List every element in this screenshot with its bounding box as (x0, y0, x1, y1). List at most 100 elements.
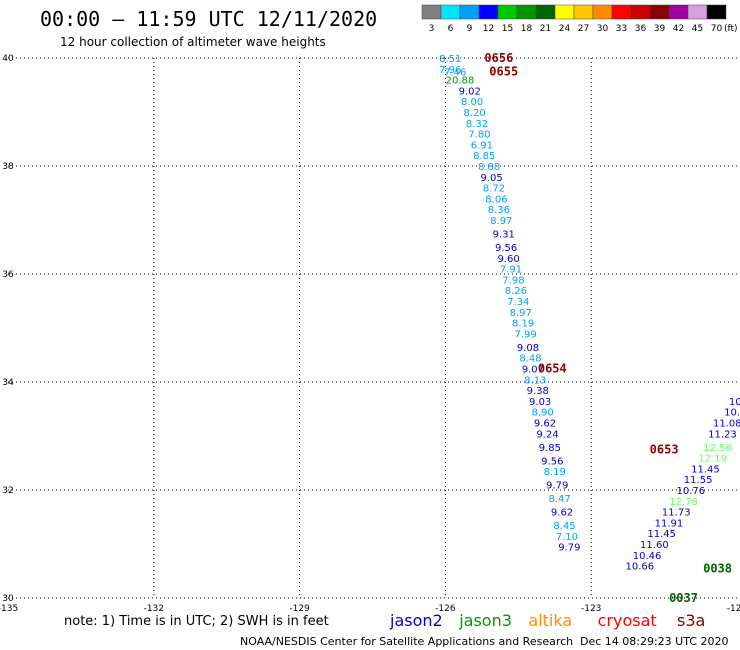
legend-tick-label: 39 (654, 24, 666, 34)
wave-height-label: 9.56 (541, 456, 563, 467)
wave-height-label: 11.55 (684, 475, 713, 486)
legend-unit: (ft) (724, 24, 738, 34)
wave-height-label: 7.46 (444, 68, 466, 79)
wave-height-label: 8.06 (485, 194, 507, 205)
wave-height-label: 10. (729, 397, 740, 408)
wave-height-label: 9.62 (534, 419, 556, 430)
wave-height-label: 9.56 (495, 243, 517, 254)
legend-tick-label: 27 (578, 24, 589, 34)
wave-height-label: 8.90 (531, 408, 553, 419)
legend-swatch (554, 4, 575, 20)
wave-height-label: 9.79 (558, 543, 580, 554)
wave-height-label: 8.13 (524, 375, 546, 386)
wave-height-label: 7.80 (468, 130, 490, 141)
time-label: 0655 (489, 65, 518, 79)
wave-height-label: 8.97 (490, 216, 512, 227)
legend-swatch (478, 4, 499, 20)
legend-tick-label: 45 (692, 24, 703, 34)
legend-tick-label: 9 (467, 24, 473, 34)
wave-height-label: 9.24 (536, 429, 558, 440)
satellite-legend: jason2 jason3 altika cryosat s3a (389, 611, 705, 630)
wave-height-label: 9.60 (497, 254, 519, 265)
legend-tick-label: 33 (616, 24, 627, 34)
data-points: 8.517.967.4620.889.028.008.208.327.806.9… (439, 54, 740, 573)
time-label: 0037 (669, 591, 698, 605)
wave-height-label: 12.78 (669, 497, 698, 508)
wave-height-label: 8.00 (461, 97, 483, 108)
time-label: 0656 (484, 51, 513, 65)
time-label: 0653 (650, 443, 679, 457)
legend-tick-label: 42 (673, 24, 684, 34)
wave-height-label: 9.02 (459, 86, 481, 97)
legend-tick-label: 24 (559, 24, 571, 34)
footer-timestamp: Dec 14 08:29:23 UTC 2020 (580, 635, 728, 648)
axis-ticks: -135 -132 -129 -126 -123 -120 40 38 36 34 32 30 (0, 54, 740, 614)
legend-tick-label: 15 (502, 24, 513, 34)
color-legend: 3 6 9 12 15 18 21 24 27 30 33 36 39 42 45 70 (ft) (421, 4, 738, 34)
legend-tick-label: 6 (448, 24, 454, 34)
y-tick-label: 38 (2, 162, 14, 172)
wave-height-label: 8.88 (478, 162, 500, 173)
legend-swatch (440, 4, 461, 20)
wave-height-label: 7.98 (502, 275, 524, 286)
wave-height-label: 11.45 (691, 464, 720, 475)
footer-credit: NOAA/NESDIS Center for Satellite Applica… (240, 635, 573, 648)
legend-swatch (649, 4, 670, 20)
wave-height-label: 11.60 (640, 540, 669, 551)
legend-swatch (687, 4, 708, 20)
x-tick-label: -126 (435, 604, 456, 614)
wave-height-label: 9.07 (522, 365, 544, 376)
wave-height-label: 8.48 (519, 354, 541, 365)
wave-height-label: 11.08 (713, 419, 740, 430)
wave-height-label: 9.31 (493, 230, 515, 241)
x-tick-label: -123 (581, 604, 601, 614)
wave-height-label: 7.96 (439, 65, 461, 76)
satellite-label: cryosat (598, 611, 657, 630)
legend-swatch (421, 4, 442, 20)
wave-height-label: 9.62 (551, 508, 573, 519)
legend-tick-label: 30 (597, 24, 609, 34)
wave-height-label: 6.91 (471, 140, 493, 151)
wave-height-label: 7.34 (507, 297, 529, 308)
satellite-label: s3a (677, 611, 705, 630)
wave-height-label: 9.08 (517, 343, 539, 354)
wave-height-label: 9.03 (529, 397, 551, 408)
wave-height-label: 11.23 (708, 429, 737, 440)
wave-height-label: 9.79 (546, 481, 568, 492)
legend-tick-label: 70 (711, 24, 723, 34)
legend-swatch (573, 4, 594, 20)
legend-swatch (497, 4, 518, 20)
time-label: 0654 (538, 362, 567, 376)
wave-height-label: 8.19 (512, 319, 534, 330)
y-tick-label: 32 (2, 486, 13, 496)
wave-height-label: 7.99 (514, 329, 536, 340)
wave-height-label: 8.19 (544, 467, 566, 478)
footer-note: note: 1) Time is in UTC; 2) SWH is in fe… (64, 614, 329, 629)
y-tick-label: 30 (2, 594, 14, 604)
wave-height-label: 8.20 (463, 108, 485, 119)
legend-swatch (459, 4, 480, 20)
chart-title: 00:00 — 11:59 UTC 12/11/2020 (40, 7, 377, 31)
wave-height-label: 8.26 (505, 286, 527, 297)
chart-subtitle: 12 hour collection of altimeter wave hei… (60, 35, 326, 49)
wave-height-label: 8.36 (488, 205, 510, 216)
legend-swatch (668, 4, 689, 20)
wave-height-label: 9.38 (527, 386, 549, 397)
wave-height-label: 8.51 (439, 54, 461, 65)
y-tick-label: 34 (2, 378, 14, 388)
y-tick-label: 36 (2, 270, 14, 280)
wave-height-label: 20.88 (446, 76, 475, 87)
wave-height-label: 12.56 (703, 443, 732, 454)
x-tick-label: -129 (289, 604, 310, 614)
wave-height-label: 10.66 (625, 562, 654, 573)
legend-tick-label: 36 (635, 24, 647, 34)
wave-height-label: 8.45 (553, 521, 575, 532)
wave-height-label: 9.05 (480, 173, 502, 184)
legend-swatch (611, 4, 632, 20)
wave-height-label: 10. (724, 408, 740, 419)
wave-height-label: 8.97 (510, 308, 532, 319)
satellite-label: jason2 (389, 611, 443, 630)
legend-swatch (630, 4, 651, 20)
